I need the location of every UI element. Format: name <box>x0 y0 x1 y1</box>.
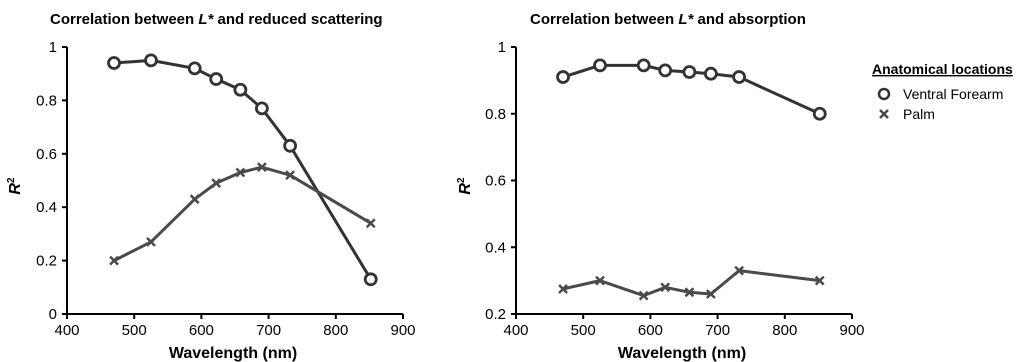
data-point-ventral-forearm <box>684 67 695 78</box>
data-point-ventral-forearm <box>109 58 120 69</box>
y-axis-label: R2 <box>456 177 474 195</box>
y-tick-label: 0.8 <box>485 106 506 123</box>
x-tick-label: 400 <box>54 322 79 339</box>
y-tick-label: 1 <box>498 39 506 56</box>
chart-reduced-scattering: Correlation between L* and reduced scatt… <box>6 11 416 362</box>
x-tick-label: 600 <box>189 322 214 339</box>
legend-label-palm: Palm <box>903 106 935 122</box>
x-tick-label: 800 <box>323 322 348 339</box>
y-tick-label: 0.2 <box>485 306 506 323</box>
data-point-ventral-forearm <box>660 65 671 76</box>
x-axis-label: Wavelength (nm) <box>618 345 746 362</box>
data-point-ventral-forearm <box>256 103 267 114</box>
y-axis-label: R2 <box>6 177 24 195</box>
x-tick-label: 600 <box>638 322 663 339</box>
data-point-ventral-forearm <box>235 84 246 95</box>
x-axis-label: Wavelength (nm) <box>169 345 297 362</box>
data-point-ventral-forearm <box>146 55 157 66</box>
legend-label-ventral-forearm: Ventral Forearm <box>903 86 1003 102</box>
y-tick-label: 1 <box>49 39 57 56</box>
data-point-ventral-forearm <box>595 60 606 71</box>
data-point-palm <box>191 195 199 203</box>
x-tick-label: 800 <box>772 322 797 339</box>
chart-title: Correlation between L* and absorption <box>530 11 806 28</box>
legend-title: Anatomical locations <box>872 61 1013 77</box>
data-point-ventral-forearm <box>365 274 376 285</box>
x-tick-label: 500 <box>122 322 147 339</box>
y-tick-label: 0.6 <box>485 173 506 190</box>
data-point-ventral-forearm <box>638 60 649 71</box>
y-tick-label: 0.6 <box>36 146 57 163</box>
data-point-ventral-forearm <box>734 72 745 83</box>
y-tick-label: 0 <box>49 306 57 323</box>
y-tick-label: 0.4 <box>485 239 506 256</box>
x-tick-label: 900 <box>390 322 415 339</box>
chart-title: Correlation between L* and reduced scatt… <box>50 11 383 28</box>
legend-marker-circle <box>879 89 889 99</box>
y-tick-label: 0.8 <box>36 92 57 109</box>
data-point-ventral-forearm <box>285 140 296 151</box>
legend: Anatomical locations Ventral Forearm Pal… <box>872 61 1013 122</box>
data-point-ventral-forearm <box>705 68 716 79</box>
x-tick-label: 700 <box>256 322 281 339</box>
x-tick-label: 400 <box>503 322 528 339</box>
data-point-ventral-forearm <box>814 108 825 119</box>
x-tick-label: 500 <box>571 322 596 339</box>
y-tick-label: 0.2 <box>36 253 57 270</box>
x-tick-label: 700 <box>705 322 730 339</box>
chart-absorption: Correlation between L* and absorption R2… <box>456 11 865 362</box>
legend-marker-x <box>880 110 888 118</box>
data-point-ventral-forearm <box>189 63 200 74</box>
x-tick-label: 900 <box>839 322 864 339</box>
y-tick-label: 0.4 <box>36 199 57 216</box>
data-point-ventral-forearm <box>211 74 222 85</box>
data-point-ventral-forearm <box>558 72 569 83</box>
